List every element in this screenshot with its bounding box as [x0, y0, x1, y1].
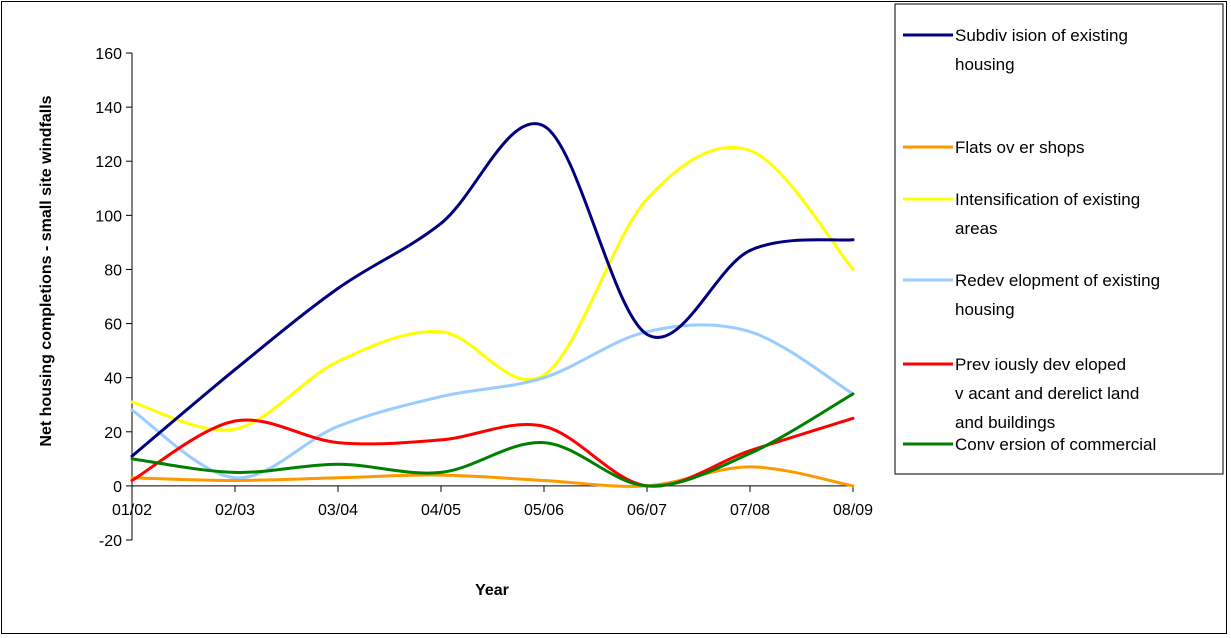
series-line-5 — [130, 392, 855, 488]
y-tick-label: 0 — [113, 479, 122, 496]
y-tick-label: 80 — [104, 262, 122, 279]
series-line-2 — [130, 145, 855, 432]
legend-box — [894, 3, 1224, 475]
y-tick-label: 60 — [104, 317, 122, 334]
x-tick-label: 03/04 — [318, 502, 358, 519]
legend-label: housing — [955, 300, 1015, 319]
x-tick-label: 02/03 — [215, 502, 255, 519]
x-tick-label: 04/05 — [421, 502, 461, 519]
legend: Subdiv ision of existing housing Flats ov … — [894, 3, 1224, 475]
series-line-0 — [130, 122, 855, 458]
y-tick-label: -20 — [99, 533, 122, 550]
y-axis-title: Net housing completions - small site win… — [38, 95, 55, 446]
y-tick-label: 140 — [95, 100, 122, 117]
series-line-3 — [130, 323, 855, 480]
legend-label: Subdiv ision of existing — [955, 26, 1128, 45]
legend-label: Flats ov er shops — [955, 138, 1084, 157]
legend-label: areas — [955, 219, 998, 238]
legend-label: v acant and derelict land — [955, 384, 1139, 403]
legend-label: Redev elopment of existing — [955, 271, 1160, 290]
legend-label: and buildings — [955, 413, 1055, 432]
series-line-4 — [130, 416, 855, 488]
legend-label: Intensification of existing — [955, 190, 1140, 209]
legend-label: Prev iously dev eloped — [955, 355, 1126, 374]
x-tick-label: 07/08 — [730, 502, 770, 519]
y-tick-label: 40 — [104, 371, 122, 388]
y-tick-label: 120 — [95, 154, 122, 171]
x-tick-label: 08/09 — [833, 502, 873, 519]
x-tick-label: 05/06 — [524, 502, 564, 519]
y-tick-label: 160 — [95, 46, 122, 63]
x-axis-title: Year — [475, 582, 509, 599]
series-lines — [130, 122, 855, 488]
legend-label: housing — [955, 55, 1015, 74]
y-tick-label: 20 — [104, 425, 122, 442]
legend-label: Conv ersion of commercial — [955, 435, 1156, 454]
tick-labels: -20 0 20 40 60 80 100 120 140 160 01/02 02/03 03/04 0… — [38, 46, 873, 599]
series-line-1 — [130, 465, 855, 488]
y-tick-label: 100 — [95, 208, 122, 225]
x-tick-label: 06/07 — [627, 502, 667, 519]
x-tick-label: 01/02 — [112, 502, 152, 519]
